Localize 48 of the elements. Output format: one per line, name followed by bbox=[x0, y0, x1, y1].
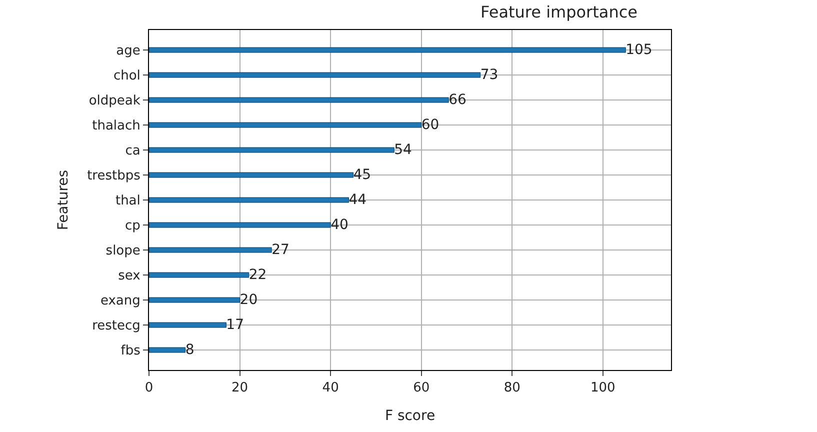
y-tick-label: trestbps bbox=[87, 168, 141, 184]
x-tick-label: 20 bbox=[232, 380, 248, 396]
y-tick-label: fbs bbox=[120, 344, 141, 359]
data-label: 66 bbox=[448, 92, 466, 108]
bar bbox=[149, 47, 626, 53]
bar bbox=[149, 322, 226, 328]
data-label: 20 bbox=[240, 292, 258, 308]
data-label: 60 bbox=[421, 117, 440, 133]
data-label: 105 bbox=[626, 42, 652, 58]
bar bbox=[149, 197, 349, 203]
x-tick-label: 0 bbox=[144, 380, 154, 396]
x-tick-label: 40 bbox=[322, 380, 339, 396]
chart-title: Feature importance bbox=[480, 2, 638, 22]
y-tick-label: thalach bbox=[92, 118, 140, 134]
y-tick-label: age bbox=[116, 44, 140, 59]
y-tick-label: thal bbox=[115, 194, 140, 209]
x-tick-label: 80 bbox=[504, 380, 520, 396]
y-tick-label: slope bbox=[106, 244, 140, 259]
bar bbox=[149, 172, 354, 178]
data-label: 22 bbox=[248, 267, 267, 283]
data-label: 8 bbox=[185, 342, 194, 358]
data-label: 73 bbox=[480, 67, 498, 83]
data-label: 17 bbox=[226, 317, 244, 333]
x-tick-label: 60 bbox=[413, 380, 430, 396]
bar bbox=[149, 297, 240, 303]
y-tick-label: oldpeak bbox=[88, 94, 141, 109]
y-tick-label: sex bbox=[118, 268, 141, 284]
x-axis-title: F score bbox=[384, 408, 436, 424]
bar bbox=[149, 147, 394, 153]
y-tick-label: exang bbox=[100, 294, 140, 309]
bar bbox=[149, 247, 272, 253]
y-tick-label: chol bbox=[113, 68, 140, 84]
data-label: 54 bbox=[394, 142, 412, 158]
data-label: 44 bbox=[348, 192, 367, 208]
bar bbox=[149, 72, 481, 78]
y-tick-label: cp bbox=[124, 218, 140, 234]
bar bbox=[149, 222, 331, 228]
bar bbox=[149, 347, 186, 353]
bar bbox=[149, 272, 250, 278]
y-tick-label: restecg bbox=[92, 318, 140, 334]
data-label: 27 bbox=[272, 242, 290, 258]
y-axis-title: Features bbox=[56, 170, 72, 230]
x-tick-label: 100 bbox=[590, 380, 616, 396]
bar bbox=[149, 97, 449, 103]
bar bbox=[149, 122, 422, 128]
data-label: 40 bbox=[330, 217, 348, 233]
y-tick-label: ca bbox=[125, 144, 140, 159]
data-label: 45 bbox=[353, 167, 372, 183]
